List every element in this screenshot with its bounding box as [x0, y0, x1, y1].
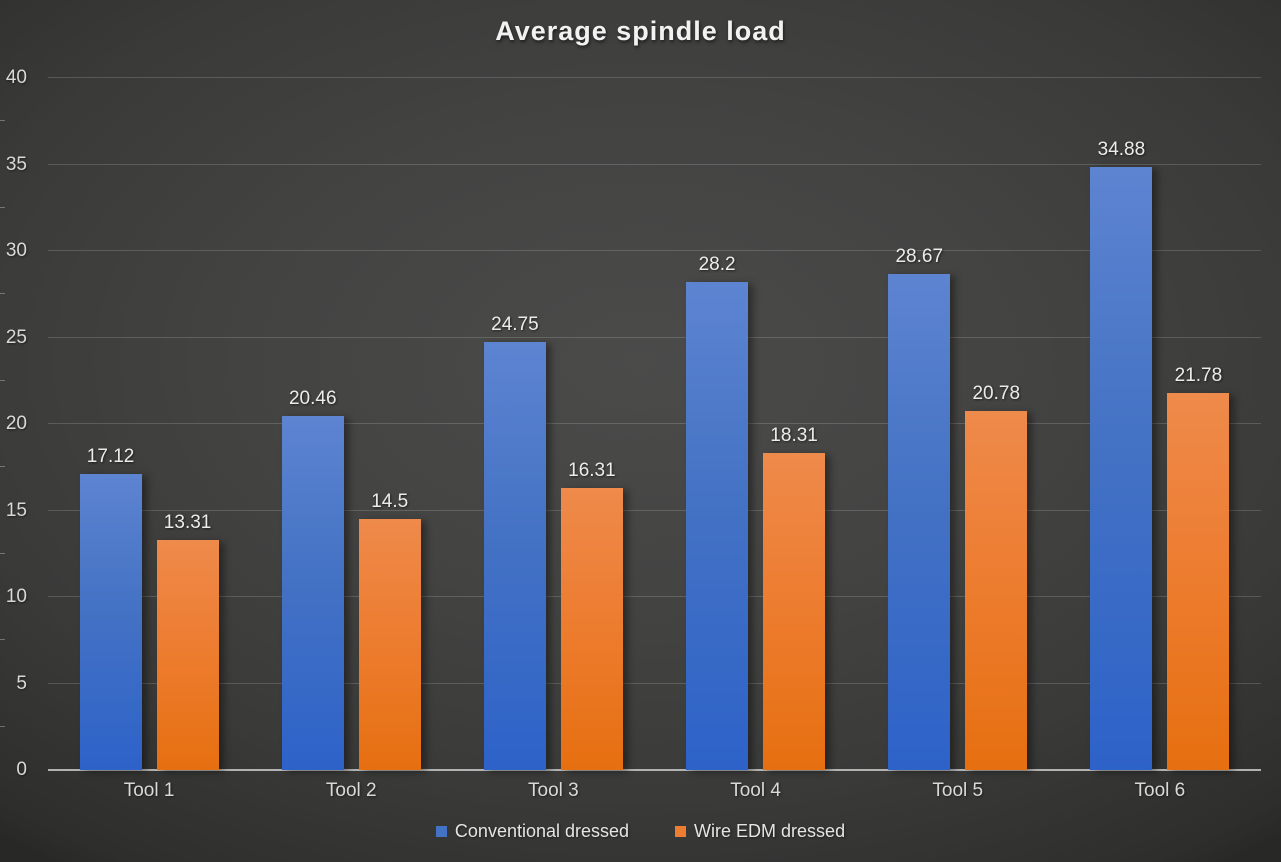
bar-conventional-dressed: 20.46 [281, 388, 344, 770]
y-axis-minor-tick [0, 552, 5, 554]
category-label: Tool 3 [528, 780, 579, 801]
y-tick-label: 30 [5, 240, 27, 261]
y-axis: 0 5 10 15 20 25 30 35 40 [0, 67, 37, 780]
y-tick-label: 15 [5, 499, 27, 521]
bar-group-tool-3: 24.75 16.31 Tool 3 [452, 78, 654, 801]
gridline [48, 596, 1261, 597]
value-label: 28.2 [698, 254, 736, 276]
y-axis-minor-tick [0, 725, 5, 727]
y-tick-label: 25 [5, 326, 27, 348]
category-label: Tool 1 [123, 780, 175, 801]
y-tick-label: 40 [5, 67, 27, 88]
value-label: 16.31 [568, 459, 616, 481]
bar-conventional-dressed: 34.88 [1090, 139, 1153, 770]
y-axis-minor-tick [0, 120, 5, 122]
y-axis-minor-tick [0, 206, 5, 208]
gridline [48, 509, 1261, 511]
bar-wire-edm-dressed: 21.78 [1167, 365, 1230, 770]
y-tick-label: 10 [5, 586, 27, 607]
bar-wire-edm-dressed: 13.31 [156, 512, 219, 770]
bar-group-tool-1: 17.12 13.31 Tool 1 [48, 78, 250, 801]
gridline [48, 250, 1261, 251]
y-axis-minor-tick [0, 379, 5, 381]
gridline [48, 423, 1261, 424]
bar-group-tool-4: 28.2 18.31 Tool 4 [655, 78, 857, 801]
bar-conventional-dressed: 24.75 [483, 314, 546, 770]
plot-area: 17.12 13.31 Tool 1 20.46 14.5 Tool 2 24.75 16.3… [48, 77, 1261, 801]
bar-group-tool-5: 28.67 20.78 Tool 5 [857, 78, 1059, 801]
gridline [48, 163, 1261, 165]
bar-group-tool-6: 34.88 21.78 Tool 6 [1059, 78, 1261, 801]
y-axis-minor-tick [0, 293, 5, 295]
gridline [48, 682, 1261, 684]
gridline [48, 336, 1261, 338]
legend-item-wire-edm-dressed: Wire EDM dressed [675, 821, 845, 842]
category-label: Tool 4 [730, 780, 781, 801]
y-axis-minor-ticks [0, 78, 5, 770]
chart-title: Average spindle load [495, 16, 786, 46]
legend: Conventional dressed Wire EDM dressed [0, 821, 1281, 842]
category-label: Tool 6 [1134, 780, 1186, 801]
y-tick-label: 20 [5, 413, 27, 434]
y-tick-label: 35 [5, 153, 27, 175]
y-axis-minor-tick [0, 466, 5, 468]
value-label: 14.5 [371, 491, 409, 513]
value-label: 18.31 [770, 425, 818, 447]
y-tick-label: 5 [16, 672, 27, 694]
x-axis-line [48, 769, 1261, 771]
y-tick-label: 0 [16, 759, 27, 780]
value-label: 34.88 [1097, 138, 1146, 160]
y-axis-minor-tick [0, 639, 5, 641]
bar-wire-edm-dressed: 20.78 [965, 383, 1028, 770]
bar-wire-edm-dressed: 14.5 [358, 491, 421, 770]
value-label: 17.12 [86, 445, 135, 467]
value-label: 20.78 [972, 382, 1021, 404]
value-label: 20.46 [288, 388, 337, 410]
legend-swatch [435, 826, 447, 837]
value-label: 13.31 [163, 511, 212, 533]
bar-wire-edm-dressed: 18.31 [763, 425, 826, 770]
legend-swatch [675, 826, 687, 837]
legend-label: Wire EDM dressed [694, 821, 846, 841]
bar-conventional-dressed: 28.2 [686, 254, 749, 770]
value-label: 21.78 [1174, 365, 1223, 387]
legend-label: Conventional dressed [454, 821, 630, 841]
gridline [48, 77, 1261, 78]
category-label: Tool 5 [932, 780, 984, 801]
category-label: Tool 2 [325, 780, 377, 801]
value-label: 24.75 [491, 313, 539, 335]
bar-conventional-dressed: 17.12 [79, 446, 142, 770]
bar-group-tool-2: 20.46 14.5 Tool 2 [250, 78, 452, 801]
value-label: 28.67 [895, 246, 944, 268]
legend-item-conventional-dressed: Conventional dressed [435, 821, 630, 842]
bar-wire-edm-dressed: 16.31 [560, 460, 623, 770]
bar-conventional-dressed: 28.67 [888, 246, 951, 770]
